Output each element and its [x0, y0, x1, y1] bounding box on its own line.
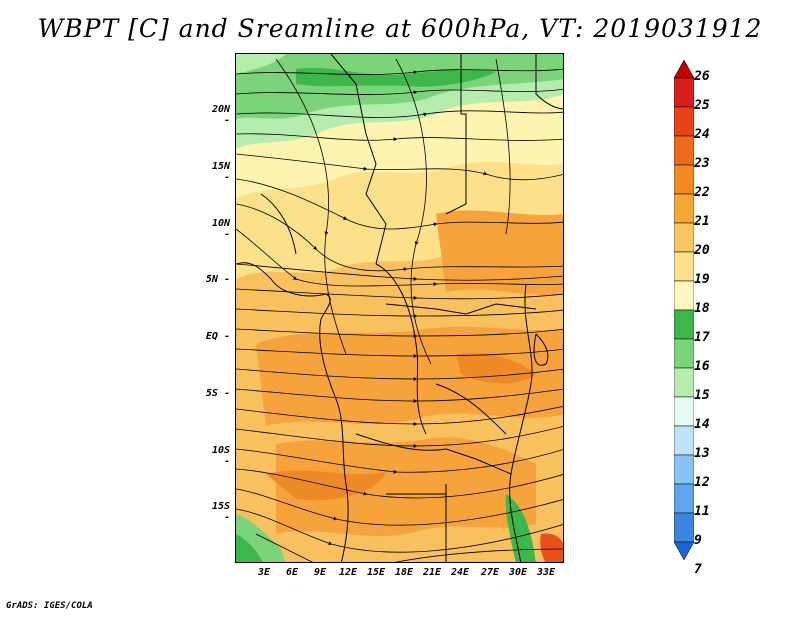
latitude-label: 15N -: [211, 161, 230, 183]
colorbar-label: 9: [694, 533, 702, 548]
streamlines: [236, 58, 563, 562]
colorbar-segment: [674, 396, 694, 427]
colorbar-label: 19: [694, 272, 710, 287]
longitude-label: 27E: [480, 567, 500, 578]
colorbar-segment: [674, 222, 694, 253]
colorbar-label: 20: [694, 243, 710, 258]
longitude-label: 9E: [313, 567, 327, 578]
colorbar-label: 15: [694, 388, 710, 403]
colorbar-segment: [674, 367, 694, 398]
map-plot-area: [235, 53, 564, 563]
longitude-label: 33E: [536, 567, 556, 578]
colorbar-segment: [674, 512, 694, 543]
colorbar-label: 14: [694, 417, 710, 432]
colorbar-label: 11: [694, 504, 710, 519]
colorbar-label: 16: [694, 359, 710, 374]
longitude-label: 21E: [422, 567, 442, 578]
colorbar-segment: [674, 541, 694, 560]
latitude-label: EQ -: [205, 331, 230, 342]
longitude-label: 6E: [285, 567, 299, 578]
longitude-label: 15E: [366, 567, 386, 578]
colorbar-segment: [674, 309, 694, 340]
colorbar-segment: [674, 251, 694, 282]
latitude-label: 5S -: [205, 388, 230, 399]
colorbar-segment: [674, 135, 694, 166]
colorbar-segment: [674, 106, 694, 137]
colorbar-segment: [674, 338, 694, 369]
latitude-label: 5N -: [205, 274, 230, 285]
longitude-label: 12E: [338, 567, 358, 578]
colorbar-label: 26: [694, 69, 710, 84]
colorbar-label: 24: [694, 127, 710, 142]
colorbar-label: 17: [694, 330, 710, 345]
longitude-label: 30E: [508, 567, 528, 578]
colorbar-segment: [674, 425, 694, 456]
longitude-label: 24E: [450, 567, 470, 578]
colorbar-label: 21: [694, 214, 710, 229]
latitude-label: 20N -: [211, 104, 230, 126]
colorbar-label: 25: [694, 98, 710, 113]
wbpt-field-map: [236, 54, 563, 562]
map-title: WBPT [C] and Sreamline at 600hPa, VT: 20…: [37, 14, 763, 43]
colorbar-segment: [674, 193, 694, 224]
colorbar-segment: [674, 77, 694, 108]
latitude-label: 10S -: [211, 445, 230, 467]
country-borders: [236, 54, 563, 562]
latitude-label: 10N -: [211, 218, 230, 240]
colorbar-label: 22: [694, 185, 710, 200]
colorbar-segment: [674, 483, 694, 514]
colorbar-label: 18: [694, 301, 710, 316]
colorbar-label: 13: [694, 446, 710, 461]
colorbar-label: 23: [694, 156, 710, 171]
colorbar: [674, 60, 694, 560]
latitude-label: 15S -: [211, 501, 230, 523]
longitude-label: 3E: [257, 567, 271, 578]
credit-text: GrADS: IGES/COLA: [6, 601, 93, 611]
colorbar-segment: [674, 454, 694, 485]
colorbar-segment: [674, 60, 694, 79]
longitude-label: 18E: [394, 567, 414, 578]
colorbar-segment: [674, 280, 694, 311]
colorbar-label: 7: [694, 562, 702, 577]
colorbar-label: 12: [694, 475, 710, 490]
colorbar-segment: [674, 164, 694, 195]
